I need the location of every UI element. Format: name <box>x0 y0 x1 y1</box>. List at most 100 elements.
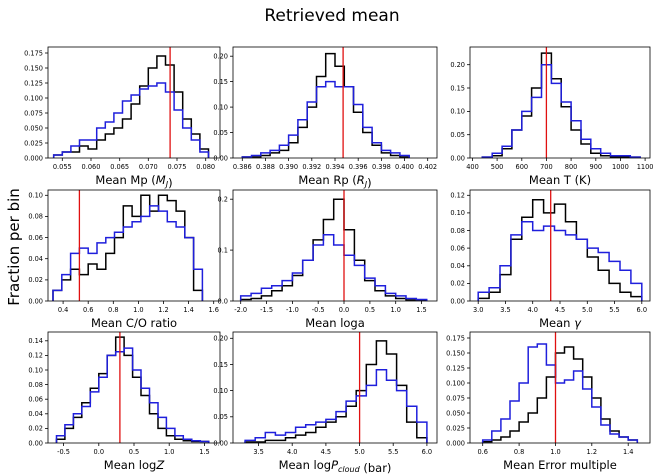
histogram-series-1 <box>244 340 428 443</box>
x-tick-label: -1.0 <box>286 306 299 314</box>
x-axis-label: Mean C/O ratio <box>91 316 177 330</box>
y-tick-label: 0.06 <box>28 396 43 404</box>
y-tick-label: 0.08 <box>28 213 43 221</box>
y-tick-label: 0.20 <box>213 335 228 343</box>
x-tick-label: 800 <box>565 163 578 171</box>
x-tick-label: 1.0 <box>550 448 561 456</box>
x-tick-label: 0.060 <box>82 163 101 171</box>
y-tick-label: 0.100 <box>446 379 465 387</box>
y-tick-label: 0.10 <box>28 366 43 374</box>
x-tick-label: 1.2 <box>587 448 598 456</box>
axes-frame <box>469 46 651 159</box>
x-tick-label: 0.075 <box>168 163 187 171</box>
x-tick-label: 5.5 <box>609 306 620 314</box>
x-tick-label: 5.0 <box>354 448 365 456</box>
x-tick-label: 0.400 <box>395 163 414 171</box>
y-tick-label: 0.06 <box>450 244 465 252</box>
x-tick-label: 4.0 <box>527 306 538 314</box>
x-axis-label: Mean loga <box>305 316 365 330</box>
x-tick-label: 4.5 <box>321 448 332 456</box>
x-tick-label: 1100 <box>637 163 654 171</box>
x-tick-label: -1.5 <box>260 306 273 314</box>
x-tick-label: 0.390 <box>279 163 298 171</box>
y-tick-label: 0.04 <box>28 410 43 418</box>
histogram-series-2 <box>241 80 410 158</box>
histogram-series-2 <box>477 220 643 301</box>
y-tick-label: 0.125 <box>446 364 465 372</box>
x-tick-label: 3.0 <box>473 306 484 314</box>
x-tick-label: 0.080 <box>196 163 215 171</box>
histogram-series-1 <box>481 52 641 158</box>
y-tick-label: 0.20 <box>213 53 228 61</box>
x-tick-label: 1.0 <box>133 306 144 314</box>
x-tick-label: 0.6 <box>83 306 94 314</box>
x-axis-label: Mean Mp (MJ) <box>95 173 172 190</box>
y-tick-label: 0.06 <box>28 234 43 242</box>
y-tick-label: 0.00 <box>28 439 43 447</box>
x-tick-label: 1.5 <box>416 306 427 314</box>
y-tick-label: 0.04 <box>450 262 465 270</box>
histogram-series-2 <box>244 368 428 443</box>
x-tick-label: 3.5 <box>253 448 264 456</box>
axes-frame <box>47 46 221 159</box>
y-tick-label: 0.175 <box>24 49 43 57</box>
y-tick-label: 0.10 <box>213 103 228 111</box>
axes-frame <box>469 189 651 302</box>
x-tick-label: -2.0 <box>234 306 247 314</box>
y-tick-label: 0.1 <box>218 246 229 254</box>
x-tick-label: 0.070 <box>139 163 158 171</box>
histogram-series-2 <box>481 343 639 443</box>
x-axis-label: Mean logPcloud (bar) <box>279 458 392 475</box>
x-tick-label: 600 <box>516 163 529 171</box>
y-tick-label: 0.08 <box>28 381 43 389</box>
x-tick-label: 0.396 <box>349 163 368 171</box>
x-tick-label: 0.386 <box>233 163 252 171</box>
x-axis-label: Mean γ <box>539 316 582 330</box>
x-tick-label: 500 <box>491 163 504 171</box>
y-tick-label: 0.00 <box>450 297 465 305</box>
y-tick-label: 0.10 <box>450 209 465 217</box>
x-tick-label: 3.5 <box>500 306 511 314</box>
panel-1: 0.055 0.060 0.065 0.070 0.075 0.080 0.000 0.025… <box>24 46 221 190</box>
y-tick-label: 0.05 <box>450 131 465 139</box>
x-tick-label: 6.0 <box>422 448 433 456</box>
y-tick-label: 0.00 <box>213 154 228 162</box>
x-tick-label: 400 <box>466 163 479 171</box>
histogram-series-2 <box>481 63 641 158</box>
y-tick-label: 0.05 <box>213 129 228 137</box>
panel-4: 0.4 0.6 0.8 1.0 1.2 1.4 1.6 0.00 0.02 0.04 0.06 0.0… <box>28 189 221 330</box>
y-tick-label: 0.000 <box>24 154 43 162</box>
y-tick-label: 0.025 <box>446 424 465 432</box>
x-tick-label: 0.065 <box>110 163 129 171</box>
y-tick-label: 0.00 <box>213 439 228 447</box>
y-tick-label: 0.10 <box>28 192 43 200</box>
y-tick-label: 0.02 <box>28 276 43 284</box>
y-tick-label: 0.025 <box>24 139 43 147</box>
y-tick-label: 0.10 <box>450 108 465 116</box>
x-tick-label: 0.5 <box>365 306 376 314</box>
y-tick-label: 0.00 <box>450 154 465 162</box>
x-tick-label: -0.5 <box>312 306 325 314</box>
y-tick-label: 0.15 <box>213 361 228 369</box>
y-tick-label: 0.100 <box>24 94 43 102</box>
y-tick-label: 0.050 <box>24 124 43 132</box>
x-tick-label: 5.5 <box>388 448 399 456</box>
x-tick-label: 0.394 <box>326 163 345 171</box>
x-tick-label: 0.402 <box>418 163 437 171</box>
y-tick-label: 0.075 <box>24 109 43 117</box>
x-tick-label: 6.0 <box>637 306 648 314</box>
y-tick-label: 0.0 <box>218 297 229 305</box>
x-tick-label: 1.4 <box>623 448 634 456</box>
histogram-series-1 <box>52 55 210 158</box>
y-tick-label: 0.125 <box>24 79 43 87</box>
x-tick-label: 0.388 <box>256 163 275 171</box>
y-tick-label: 0.02 <box>28 425 43 433</box>
x-tick-label: 1000 <box>612 163 629 171</box>
y-tick-label: 0.02 <box>450 280 465 288</box>
x-tick-label: 0.392 <box>302 163 321 171</box>
x-tick-label: 0.0 <box>94 448 105 456</box>
x-tick-label: 0.8 <box>108 306 119 314</box>
panel-8: 3.5 4.0 4.5 5.0 5.5 6.0 0.00 0.05 0.10 0.15 0.20 Me… <box>213 331 438 475</box>
y-tick-label: 0.12 <box>450 192 465 200</box>
x-tick-label: 0.0 <box>339 306 350 314</box>
